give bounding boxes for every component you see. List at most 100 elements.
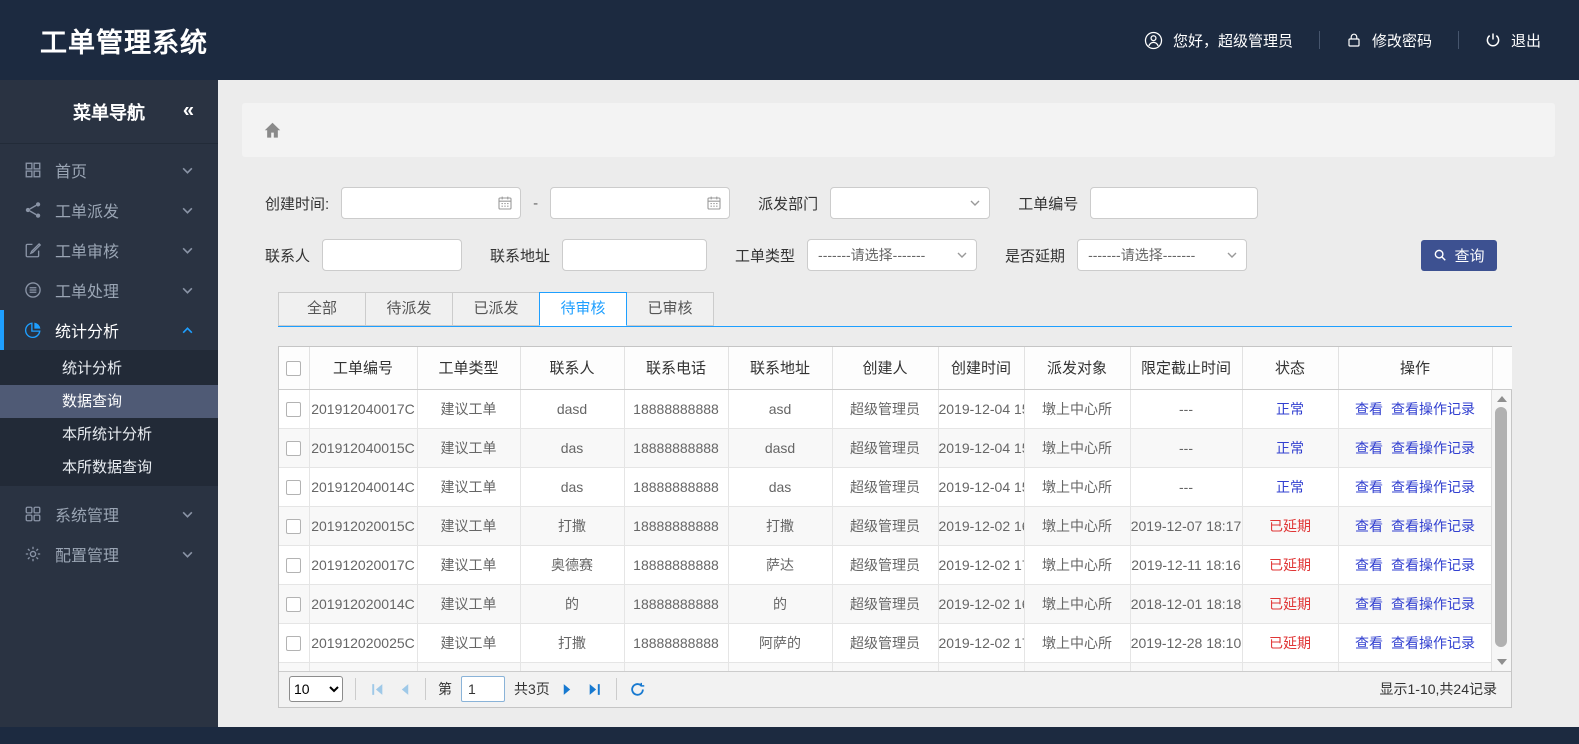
sidebar-item-dispatch[interactable]: 工单派发 [0, 190, 218, 230]
row-checkbox[interactable] [286, 480, 302, 496]
cell-address: 阿萨的 [728, 623, 833, 663]
cell-dispatch-to: 墩上中心所 [1024, 506, 1131, 546]
orders-table: 工单编号 工单类型 联系人 联系电话 联系地址 创建人 创建时间 派发对象 限定… [278, 346, 1512, 708]
cell-creator: 超级管理员 [832, 545, 939, 585]
prev-page-button[interactable] [395, 680, 413, 698]
page-label-prefix: 第 [438, 681, 452, 697]
action-link[interactable]: 查看操作记录 [1391, 479, 1475, 495]
cell-deadline [1130, 662, 1243, 671]
action-link[interactable]: 查看 [1355, 557, 1383, 573]
search-button[interactable]: 查询 [1421, 239, 1497, 271]
action-link[interactable]: 查看操作记录 [1391, 596, 1475, 612]
tab-dispatched[interactable]: 已派发 [452, 292, 540, 326]
create-time-end-input[interactable] [550, 187, 731, 219]
layout-icon [24, 505, 42, 523]
cell-contact: das [520, 467, 625, 507]
action-link[interactable]: 查看操作记录 [1391, 400, 1475, 417]
share-icon [24, 201, 42, 219]
pagination-bar: 10 第 共3页 显示1-10,共24记录 [279, 670, 1511, 707]
sidebar-subitem-data-query[interactable]: 数据查询 [0, 385, 218, 418]
order-no-input[interactable] [1090, 187, 1259, 219]
action-link[interactable]: 查看 [1355, 400, 1383, 417]
collapse-sidebar-icon[interactable]: « [182, 99, 194, 122]
tab-pending-dispatch[interactable]: 待派发 [365, 292, 453, 326]
user-menu[interactable]: 您好，超级管理员 [1144, 30, 1293, 51]
sidebar-subitem-station-statistics[interactable]: 本所统计分析 [62, 426, 153, 443]
row-checkbox[interactable] [286, 636, 302, 652]
sidebar-item-label: 工单审核 [55, 244, 120, 261]
gear-icon [24, 545, 42, 563]
page-number-input[interactable] [461, 676, 505, 702]
topbar-divider [1318, 31, 1320, 49]
row-checkbox[interactable] [286, 402, 302, 418]
delay-select[interactable]: -------请选择------- [1077, 239, 1248, 271]
row-checkbox[interactable] [286, 441, 302, 457]
row-checkbox[interactable] [286, 597, 302, 613]
cell-order-no: 201912020025C [309, 623, 418, 663]
column-header: 工单编号 [309, 347, 418, 390]
action-link[interactable]: 查看 [1355, 635, 1383, 651]
cell-address: 打撒 [728, 506, 833, 546]
cell-dispatch-to: 墩上中心所 [1024, 467, 1131, 507]
action-link[interactable]: 查看 [1355, 518, 1383, 534]
row-checkbox[interactable] [286, 519, 302, 535]
table-scrollbar[interactable] [1491, 389, 1511, 671]
scroll-down-icon[interactable] [1496, 658, 1507, 665]
order-type-select[interactable]: -------请选择------- [807, 239, 978, 271]
filter-form: 创建时间: - 派发部门 工单编号 [265, 187, 1579, 271]
action-link[interactable]: 查看操作记录 [1391, 557, 1475, 573]
action-link[interactable]: 查看操作记录 [1391, 440, 1475, 456]
calendar-icon[interactable] [497, 195, 513, 211]
address-input[interactable] [562, 239, 708, 271]
sidebar-subitem-statistical-analysis[interactable]: 统计分析 [62, 360, 123, 377]
action-link[interactable]: 查看操作记录 [1391, 518, 1475, 534]
cell-phone: 18888888888 [624, 623, 729, 663]
chevron-down-icon [181, 284, 194, 297]
cell-address: asd [728, 389, 833, 429]
calendar-icon[interactable] [706, 195, 722, 211]
cell-deadline: --- [1130, 389, 1243, 429]
last-page-button[interactable] [586, 680, 604, 698]
sidebar-item-statistics[interactable]: 统计分析 [0, 310, 218, 350]
action-link[interactable]: 查看操作记录 [1391, 635, 1475, 651]
action-link[interactable]: 查看 [1355, 440, 1383, 456]
sidebar-item-config[interactable]: 配置管理 [0, 534, 218, 574]
create-time-start-input[interactable] [341, 187, 522, 219]
tab-reviewed[interactable]: 已审核 [626, 292, 714, 326]
tab-all[interactable]: 全部 [278, 292, 366, 326]
refresh-icon[interactable] [629, 680, 647, 698]
tab-pending-review[interactable]: 待审核 [539, 292, 627, 326]
home-icon[interactable] [263, 121, 282, 140]
row-checkbox[interactable] [286, 558, 302, 574]
cell-status: 正常 [1242, 389, 1339, 429]
cell-phone: 18888888888 [624, 584, 729, 624]
logout-label: 退出 [1510, 32, 1541, 50]
next-page-button[interactable] [559, 680, 577, 698]
scrollbar-thumb[interactable] [1495, 406, 1507, 647]
first-page-button[interactable] [368, 680, 386, 698]
dispatch-dept-select[interactable] [830, 187, 991, 219]
date-range-separator: - [533, 194, 539, 212]
scroll-up-icon[interactable] [1496, 395, 1507, 402]
sidebar-item-home[interactable]: 首页 [0, 150, 218, 190]
cell-create-time [938, 662, 1025, 671]
column-header: 创建时间 [938, 347, 1025, 390]
database-icon [24, 281, 42, 299]
change-password-link[interactable]: 修改密码 [1346, 30, 1432, 51]
page-size-select[interactable]: 10 [289, 676, 343, 702]
sidebar-item-system[interactable]: 系统管理 [0, 494, 218, 534]
cell-deadline: 2018-12-01 18:18 [1130, 584, 1243, 624]
logout-link[interactable]: 退出 [1485, 30, 1541, 51]
sidebar-item-process[interactable]: 工单处理 [0, 270, 218, 310]
checkbox-cell [279, 389, 310, 429]
breadcrumb [242, 103, 1555, 157]
sidebar-item-review[interactable]: 工单审核 [0, 230, 218, 270]
action-link[interactable]: 查看 [1355, 479, 1383, 495]
cell-order-type: 建议工单 [417, 545, 521, 585]
select-all-checkbox[interactable] [286, 360, 302, 376]
cell-deadline: 2019-12-07 18:17 [1130, 506, 1243, 546]
sidebar-subitem-station-data-query[interactable]: 本所数据查询 [62, 459, 153, 476]
contact-input[interactable] [322, 239, 463, 271]
action-link[interactable]: 查看 [1355, 596, 1383, 612]
